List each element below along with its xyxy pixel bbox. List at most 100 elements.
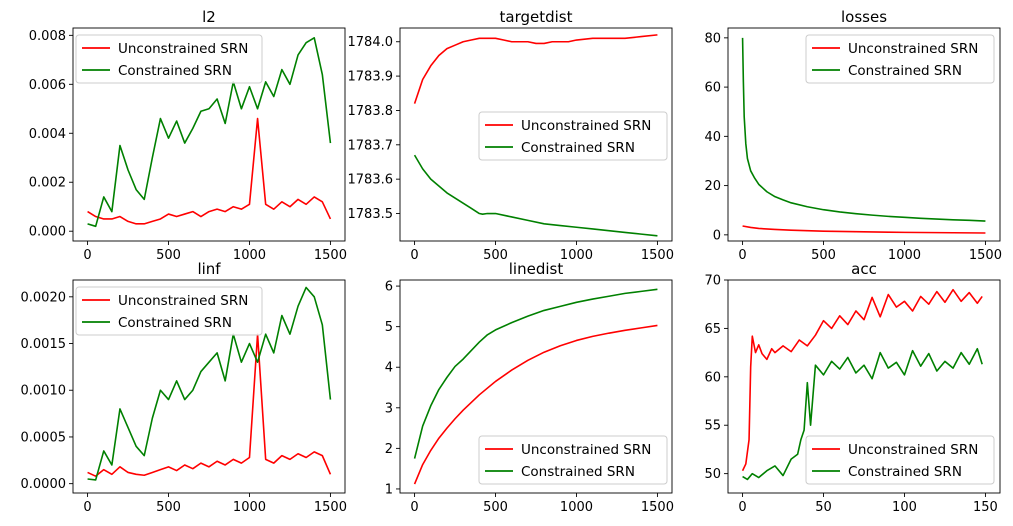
x-tick-label: 50 xyxy=(815,500,832,515)
axes-frame xyxy=(399,279,673,494)
series-group xyxy=(413,34,658,237)
axes-frame xyxy=(72,279,346,494)
x-tick-label: 1000 xyxy=(233,500,266,515)
x-tick-label: 1500 xyxy=(314,248,347,263)
y-tick-label: 0.006 xyxy=(29,78,66,93)
x-tick-label: 1500 xyxy=(641,500,674,515)
legend: Unconstrained SRN Constrained SRN xyxy=(75,286,263,336)
chart-title: losses xyxy=(841,8,887,26)
legend-label: Constrained SRN xyxy=(848,63,962,79)
x-tick-label: 1000 xyxy=(560,500,593,515)
legend-label: Unconstrained SRN xyxy=(118,293,248,309)
x-tick-label: 1000 xyxy=(560,248,593,263)
axes-frame xyxy=(399,27,673,242)
series-group xyxy=(87,36,332,228)
axes-frame xyxy=(72,27,346,242)
series-group xyxy=(741,288,983,481)
constrained-srn-line xyxy=(742,347,983,481)
legend-box xyxy=(478,111,668,161)
constrained-srn-line xyxy=(413,288,658,459)
unconstrained-srn-line xyxy=(742,225,986,234)
subplot-linf: linf 0 500 1000 1500 0.0000 0.0005 0.0010 0.0015… xyxy=(21,260,347,515)
x-tick-label: 500 xyxy=(483,500,508,515)
y-tick-label: 0.0020 xyxy=(21,290,67,305)
y-tick-label: 0.002 xyxy=(29,176,66,191)
constrained-srn-line xyxy=(87,286,332,481)
legend-box xyxy=(805,435,995,485)
legend-label: Constrained SRN xyxy=(118,315,232,331)
subplot-acc: acc 0 50 100 150 50 55 60 65 70 Unconstrained SRN C… xyxy=(704,260,1001,515)
y-tick-label: 2 xyxy=(385,442,393,457)
x-tick-label: 0 xyxy=(410,500,418,515)
y-tick-label: 1783.5 xyxy=(348,207,394,222)
y-tick-label: 0.0015 xyxy=(21,337,67,352)
axes-frame xyxy=(727,279,1001,494)
y-tick-label: 3 xyxy=(385,401,393,416)
series-group xyxy=(413,288,658,485)
y-tick-label: 4 xyxy=(385,361,393,376)
legend: Unconstrained SRN Constrained SRN xyxy=(805,435,995,485)
y-tick-label: 50 xyxy=(704,467,721,482)
legend-box xyxy=(805,34,995,84)
legend-label: Unconstrained SRN xyxy=(521,442,651,458)
legend: Unconstrained SRN Constrained SRN xyxy=(478,435,668,485)
legend-label: Unconstrained SRN xyxy=(118,41,248,57)
x-tick-label: 1500 xyxy=(969,248,1002,263)
y-tick-label: 6 xyxy=(385,280,393,295)
x-tick-label: 1000 xyxy=(888,248,921,263)
y-tick-label: 0.0000 xyxy=(21,477,67,492)
y-tick-label: 55 xyxy=(704,419,721,434)
legend-label: Constrained SRN xyxy=(521,464,635,480)
legend-box xyxy=(75,286,263,336)
y-tick-label: 1784.0 xyxy=(348,35,394,50)
x-tick-label: 0 xyxy=(83,248,91,263)
y-tick-label: 80 xyxy=(704,31,721,46)
legend-box xyxy=(75,34,263,84)
x-tick-label: 0 xyxy=(83,500,91,515)
unconstrained-srn-line xyxy=(87,333,332,477)
y-tick-label: 1783.9 xyxy=(348,70,394,85)
y-tick-label: 0.0005 xyxy=(21,430,67,445)
series-group xyxy=(87,286,332,481)
x-tick-label: 500 xyxy=(811,248,836,263)
subplot-targetdist: targetdist 0 500 1000 1500 1783.5 1783.6 1783.7… xyxy=(348,8,674,263)
x-tick-label: 500 xyxy=(483,248,508,263)
x-tick-label: 0 xyxy=(738,248,746,263)
y-tick-label: 0.008 xyxy=(29,29,66,44)
legend-label: Unconstrained SRN xyxy=(848,442,978,458)
y-tick-label: 65 xyxy=(704,322,721,337)
subplot-l2: l2 0 500 1000 1500 0.000 0.002 0.004 0.006 0.008 U… xyxy=(29,8,347,263)
series-group xyxy=(741,37,986,234)
legend: Unconstrained SRN Constrained SRN xyxy=(75,34,263,84)
x-tick-label: 500 xyxy=(156,500,181,515)
legend-label: Unconstrained SRN xyxy=(521,118,651,134)
constrained-srn-line xyxy=(413,154,658,237)
x-tick-label: 1500 xyxy=(314,500,347,515)
subplot-linedist: linedist 0 500 1000 1500 1 2 3 4 5 6 Unconstrained … xyxy=(385,260,674,515)
constrained-srn-line xyxy=(741,37,986,222)
x-tick-label: 1500 xyxy=(641,248,674,263)
y-tick-label: 1783.8 xyxy=(348,104,394,119)
y-tick-label: 0.000 xyxy=(29,225,66,240)
axes-frame xyxy=(727,27,1001,242)
unconstrained-srn-line xyxy=(413,34,658,104)
y-tick-label: 5 xyxy=(385,320,393,335)
legend-label: Constrained SRN xyxy=(118,63,232,79)
constrained-srn-line xyxy=(87,36,332,228)
y-tick-label: 40 xyxy=(704,130,721,145)
x-tick-label: 500 xyxy=(156,248,181,263)
unconstrained-srn-line xyxy=(87,117,332,225)
y-tick-label: 70 xyxy=(704,274,721,289)
chart-title: targetdist xyxy=(500,8,573,26)
x-tick-label: 1000 xyxy=(233,248,266,263)
y-tick-label: 20 xyxy=(704,179,721,194)
x-tick-label: 150 xyxy=(973,500,998,515)
chart-title: l2 xyxy=(202,8,216,26)
y-tick-label: 1 xyxy=(385,482,393,497)
x-tick-label: 100 xyxy=(892,500,917,515)
y-tick-label: 60 xyxy=(704,81,721,96)
x-tick-label: 0 xyxy=(410,248,418,263)
legend: Unconstrained SRN Constrained SRN xyxy=(805,34,995,84)
legend-label: Constrained SRN xyxy=(521,140,635,156)
